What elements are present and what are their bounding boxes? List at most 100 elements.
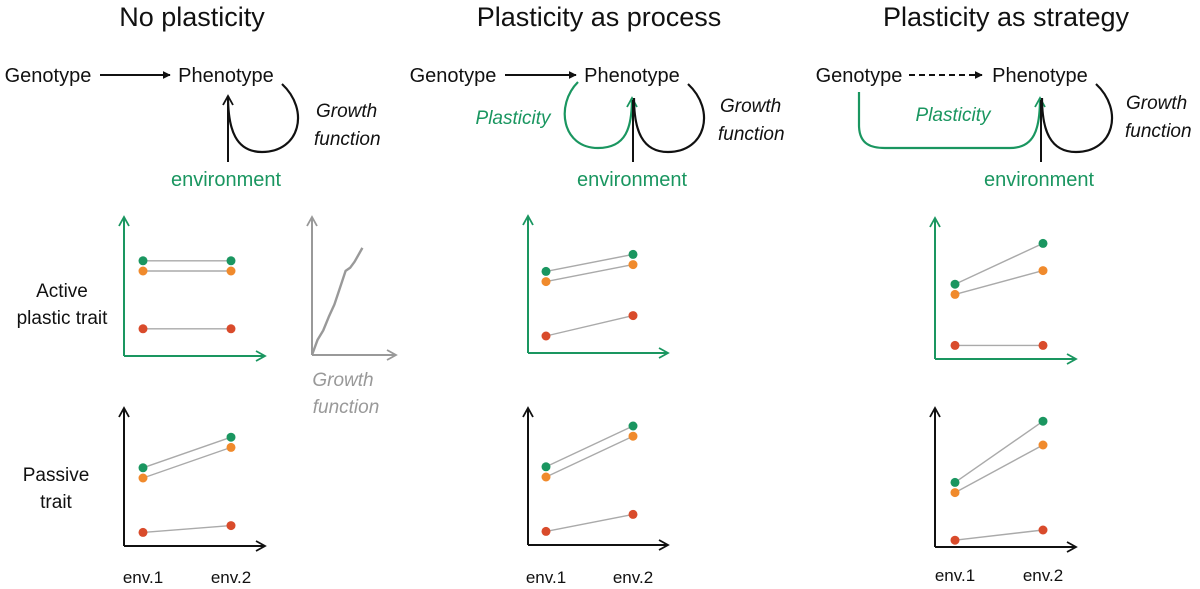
growth-function-label: Growth [720, 96, 781, 117]
data-point-orange [138, 473, 148, 483]
panel-title: Plasticity as strategy [883, 2, 1130, 32]
axes-panel3-active [929, 216, 1078, 365]
reaction-norm-line-red [545, 513, 634, 533]
genotype-node: Genotype [816, 65, 903, 87]
panel-no-plasticity: No plasticity Genotype Phenotype Growth … [5, 2, 381, 191]
reaction-norm-line-orange [954, 444, 1044, 494]
panel-plasticity-process: Plasticity as process Genotype Phenotype… [410, 2, 785, 191]
data-point-orange [1038, 266, 1048, 276]
data-point-green [628, 421, 638, 431]
genotype-node: Genotype [5, 65, 92, 87]
row-label-active: Active [36, 281, 88, 302]
growth-function-loop [222, 83, 300, 154]
data-point-orange [541, 472, 551, 482]
phenotype-node: Phenotype [992, 65, 1088, 87]
panel-title: Plasticity as process [477, 2, 722, 32]
growth-function-loop [1040, 83, 1114, 154]
data-point-green [138, 463, 148, 473]
env-tick-label: env.2 [613, 568, 653, 587]
data-point-red [226, 324, 236, 334]
genotype-node: Genotype [410, 65, 497, 87]
data-point-orange [138, 266, 148, 276]
chart-marks [138, 238, 1048, 545]
phenotype-node: Phenotype [178, 65, 274, 87]
data-point-green [950, 279, 960, 289]
row-label-active-2: plastic trait [17, 308, 109, 329]
plasticity-path [857, 92, 1046, 150]
data-point-red [950, 535, 960, 545]
growth-inset-label-2: function [313, 397, 380, 418]
row-label-passive: Passive [23, 465, 90, 486]
plasticity-label: Plasticity [916, 105, 992, 126]
data-point-orange [226, 266, 236, 276]
reaction-norm-line-green [954, 420, 1044, 483]
environment-node: environment [984, 169, 1095, 191]
growth-function-loop [632, 83, 706, 154]
growth-function-label: Growth [316, 101, 377, 122]
data-point-green [1038, 238, 1048, 248]
reaction-norm-line-orange [142, 446, 232, 479]
data-point-red [226, 521, 236, 531]
reaction-norm-line-green [545, 425, 634, 468]
data-point-red [1038, 340, 1048, 350]
panel-title: No plasticity [119, 2, 265, 32]
growth-function-label-2: function [314, 129, 381, 150]
axes-panel2-passive [522, 406, 670, 551]
data-point-orange [950, 488, 960, 498]
env-tick-label: env.2 [1023, 566, 1063, 585]
growth-inset-label: Growth [312, 370, 373, 391]
reaction-norm-line-green [142, 436, 232, 469]
reaction-norm-line-green [954, 242, 1044, 285]
panel-plasticity-strategy: Plasticity as strategy Genotype Phenotyp… [816, 2, 1192, 191]
data-point-orange [950, 289, 960, 299]
data-point-green [950, 477, 960, 487]
data-point-red [138, 324, 148, 334]
reaction-norm-line-orange [954, 269, 1044, 296]
growth-function-curve [310, 247, 364, 356]
data-point-green [541, 266, 551, 276]
growth-function-label-2: function [1125, 121, 1192, 142]
data-point-red [138, 527, 148, 537]
reaction-norm-line-green [545, 253, 634, 273]
data-point-orange [541, 277, 551, 287]
reaction-norm-line-orange [545, 263, 634, 283]
reaction-norm-line-orange [545, 435, 634, 478]
reaction-norm-line-red [954, 529, 1044, 541]
data-point-orange [628, 260, 638, 270]
environment-node: environment [577, 169, 688, 191]
data-point-green [1038, 416, 1048, 426]
growth-inset-axes [306, 215, 398, 361]
data-point-red [541, 526, 551, 536]
row-label-passive-2: trait [40, 492, 72, 513]
env-tick-label: env.1 [526, 568, 566, 587]
axes-panel3-passive [929, 406, 1078, 553]
growth-function-label: Growth [1126, 93, 1187, 114]
axes-panel2-active [522, 214, 670, 359]
environment-node: environment [171, 169, 282, 191]
data-point-red [541, 331, 551, 341]
plasticity-label: Plasticity [476, 108, 552, 129]
data-point-red [950, 340, 960, 350]
data-point-red [628, 311, 638, 321]
env-tick-label: env.2 [211, 568, 251, 587]
data-point-red [1038, 525, 1048, 535]
reaction-norm-line-red [545, 314, 634, 337]
data-point-red [628, 509, 638, 519]
data-point-green [541, 462, 551, 472]
data-point-orange [1038, 440, 1048, 450]
phenotype-node: Phenotype [584, 65, 680, 87]
data-point-green [628, 249, 638, 259]
plasticity-loop [563, 81, 638, 150]
axes-panel1-active [118, 215, 267, 362]
data-point-green [138, 256, 148, 266]
data-point-green [226, 256, 236, 266]
axes-panel1-passive [118, 406, 267, 552]
data-point-orange [628, 431, 638, 441]
data-point-green [226, 432, 236, 442]
env-tick-label: env.1 [123, 568, 163, 587]
growth-function-label-2: function [718, 124, 785, 145]
data-point-orange [226, 442, 236, 452]
env-tick-label: env.1 [935, 566, 975, 585]
reaction-norm-line-red [142, 524, 232, 534]
